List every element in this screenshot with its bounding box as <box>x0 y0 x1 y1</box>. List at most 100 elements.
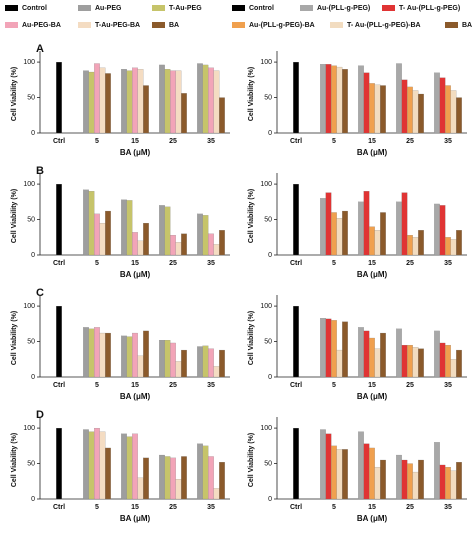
bar <box>56 427 62 500</box>
x-tick-label: 5 <box>95 382 99 389</box>
y-axis-title: Cell Viability (%) <box>11 433 18 487</box>
bar <box>170 342 176 378</box>
bar <box>439 77 446 134</box>
x-tick-label: 35 <box>444 504 452 511</box>
bar <box>202 64 209 134</box>
bar <box>412 471 419 500</box>
bar <box>369 337 375 378</box>
bar <box>99 222 106 256</box>
bar <box>126 436 133 500</box>
bar <box>56 183 62 256</box>
y-tick-label: 50 <box>27 216 35 223</box>
bar <box>363 330 370 378</box>
bar <box>213 244 220 256</box>
y-tick-label: 50 <box>264 216 272 223</box>
bar <box>439 342 446 378</box>
legend-swatch <box>5 5 18 11</box>
x-tick-label: 25 <box>406 138 414 145</box>
legend-label: T-Au-PEG-BA <box>95 22 140 29</box>
bar <box>363 443 370 500</box>
bar <box>159 340 165 378</box>
bar <box>401 192 408 256</box>
y-tick-label: 0 <box>31 496 35 503</box>
bar <box>164 456 171 500</box>
bar <box>401 79 408 134</box>
bar <box>181 456 187 500</box>
legend-swatch <box>78 5 91 11</box>
bar <box>293 61 299 134</box>
bar <box>181 233 187 256</box>
bar <box>181 93 187 134</box>
x-axis-title: BA (μM) <box>120 148 151 157</box>
x-axis-title: BA (μM) <box>357 392 388 401</box>
bar <box>175 361 182 378</box>
x-tick-label: 35 <box>444 260 452 267</box>
x-tick-label: 35 <box>444 382 452 389</box>
bar <box>132 332 138 378</box>
bar <box>202 345 209 378</box>
bar <box>121 433 127 500</box>
bar <box>342 321 348 378</box>
bar <box>164 206 171 256</box>
bar <box>197 346 203 378</box>
bar <box>320 429 326 500</box>
bar <box>164 69 171 134</box>
bar <box>450 239 457 256</box>
x-tick-label: 25 <box>169 138 177 145</box>
bar <box>396 63 402 134</box>
bar <box>342 449 348 500</box>
x-axis-title: BA (μM) <box>357 270 388 279</box>
bar <box>407 463 413 500</box>
bar <box>412 237 419 256</box>
bar <box>88 191 95 256</box>
bar <box>407 86 413 134</box>
bar <box>121 69 127 134</box>
bar <box>137 240 144 256</box>
bar <box>325 192 332 256</box>
legend-label: T-Au-PEG <box>169 5 202 12</box>
legend-swatch <box>232 22 245 28</box>
legend-label: Control <box>249 5 274 12</box>
bar <box>126 200 133 256</box>
bar <box>412 90 419 134</box>
bar <box>331 65 337 134</box>
y-axis-title: Cell Viability (%) <box>248 433 255 487</box>
bar <box>208 67 214 134</box>
legend-label: T- Au-(PLL-g-PEG) <box>399 5 460 12</box>
bar <box>197 63 203 134</box>
bar <box>197 443 203 500</box>
bar <box>369 447 375 500</box>
x-tick-label: 5 <box>332 260 336 267</box>
y-tick-label: 100 <box>23 181 35 188</box>
bar <box>88 71 95 134</box>
bar <box>293 183 299 256</box>
bar <box>219 349 225 378</box>
bar <box>418 348 424 378</box>
bar <box>434 442 440 500</box>
panel-label: C <box>36 287 44 299</box>
bar <box>450 90 457 134</box>
x-tick-label: 15 <box>131 382 139 389</box>
bar <box>342 69 348 134</box>
bar <box>88 431 95 500</box>
bar <box>99 332 106 378</box>
panel-label: A <box>36 43 44 55</box>
bar <box>170 457 176 500</box>
bar <box>143 85 149 134</box>
legend-label: Au-PEG <box>95 5 122 12</box>
x-tick-label: 5 <box>95 260 99 267</box>
bar <box>407 235 413 256</box>
y-tick-label: 0 <box>31 374 35 381</box>
bar <box>331 212 337 256</box>
y-tick-label: 100 <box>260 181 272 188</box>
bar <box>418 230 424 256</box>
legend-label: Au-(PLL-g-PEG)-BA <box>249 22 315 29</box>
bar <box>325 64 332 134</box>
bar <box>105 447 111 500</box>
x-tick-label: 25 <box>406 382 414 389</box>
bar <box>143 457 149 500</box>
bar <box>374 348 381 378</box>
bar <box>170 235 176 256</box>
bar <box>363 191 370 256</box>
bar <box>407 344 413 378</box>
